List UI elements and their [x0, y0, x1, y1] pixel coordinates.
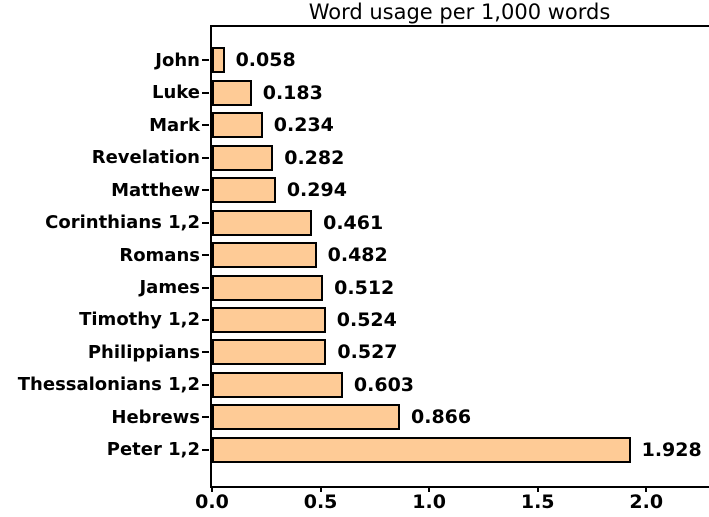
y-tick-mark [202, 448, 209, 451]
chart-title: Word usage per 1,000 words [308, 0, 611, 24]
x-tick-mark [645, 486, 648, 492]
bar-row: Hebrews 0.866 [111, 401, 709, 433]
bar-row: John 0.058 [155, 44, 709, 76]
bar [212, 274, 324, 301]
category-label: Hebrews [111, 406, 200, 428]
bar-row: James 0.512 [139, 271, 709, 303]
plot-area: John 0.058 Luke 0.183 Mark 0.234 Revelation 0.2… [18, 25, 709, 513]
category-label: Mark [149, 114, 200, 136]
bar-row: Mark 0.234 [149, 109, 709, 141]
category-label: James [139, 277, 200, 299]
x-tick-mark [428, 486, 431, 492]
bar [212, 242, 317, 269]
y-tick-mark [202, 254, 209, 257]
y-tick-mark [202, 318, 209, 321]
value-label: 0.482 [327, 244, 388, 267]
bar-row: Timothy 1,2 0.524 [79, 304, 709, 336]
bar [212, 177, 276, 204]
x-tick-mark [319, 486, 322, 492]
bar-row: Thessalonians 1,2 0.603 [18, 369, 709, 401]
bar-row: Corinthians 1,2 0.461 [45, 206, 709, 238]
value-label: 0.282 [284, 146, 345, 169]
x-axis: 0.0 0.5 1.0 1.5 2.0 [195, 486, 709, 515]
bar [212, 79, 252, 106]
y-tick-mark [202, 221, 209, 224]
bar-rows: John 0.058 Luke 0.183 Mark 0.234 Revelation 0.2… [18, 27, 709, 486]
bar-row: Luke 0.183 [152, 76, 709, 108]
category-label: Philippians [87, 341, 200, 363]
category-label: Romans [119, 244, 200, 266]
value-label: 0.512 [334, 276, 395, 299]
bar [212, 404, 401, 431]
y-tick-mark [202, 91, 209, 94]
value-label: 0.866 [411, 406, 472, 429]
category-label: Luke [152, 82, 200, 104]
y-tick-mark [202, 124, 209, 127]
category-label: Corinthians 1,2 [45, 212, 200, 234]
y-tick-mark [202, 156, 209, 159]
bar [212, 306, 326, 333]
category-label: Thessalonians 1,2 [17, 374, 200, 396]
bar [212, 47, 225, 74]
bar-row: Romans 0.482 [119, 239, 709, 271]
y-tick-mark [202, 189, 209, 192]
bar [212, 436, 631, 463]
bar-row: Philippians 0.527 [88, 336, 709, 368]
bar [212, 339, 327, 366]
value-label: 0.527 [337, 341, 398, 364]
x-tick-label: 0.5 [303, 491, 338, 513]
x-tick-label: 0.0 [195, 491, 229, 513]
y-tick-mark [202, 286, 209, 289]
value-label: 0.183 [262, 81, 323, 104]
category-label: Matthew [111, 179, 200, 201]
y-tick-mark [202, 383, 209, 386]
bar-row: Matthew 0.294 [111, 174, 709, 206]
bar [212, 209, 313, 236]
category-label: John [155, 49, 200, 71]
value-label: 0.461 [323, 211, 384, 234]
value-label: 1.928 [641, 438, 702, 461]
bar-row: Revelation 0.282 [92, 141, 709, 173]
y-tick-mark [202, 416, 209, 419]
category-label: Revelation [91, 147, 200, 169]
value-label: 0.603 [353, 373, 415, 396]
category-label: Peter 1,2 [106, 439, 200, 461]
bar [212, 371, 343, 398]
value-label: 0.058 [235, 49, 296, 72]
value-label: 0.234 [273, 114, 334, 137]
bar-row: Peter 1,2 1.928 [107, 434, 709, 466]
category-label: Timothy 1,2 [79, 309, 200, 331]
bar [212, 112, 263, 139]
x-tick-label: 1.5 [520, 491, 555, 513]
x-tick-mark [536, 486, 539, 492]
y-tick-mark [202, 351, 209, 354]
value-label: 0.294 [286, 179, 347, 202]
bar [212, 144, 274, 171]
x-tick-mark [211, 486, 213, 492]
x-tick-label: 2.0 [629, 491, 664, 513]
x-tick-label: 1.0 [412, 491, 446, 513]
y-tick-mark [202, 59, 209, 62]
value-label: 0.524 [336, 308, 397, 331]
